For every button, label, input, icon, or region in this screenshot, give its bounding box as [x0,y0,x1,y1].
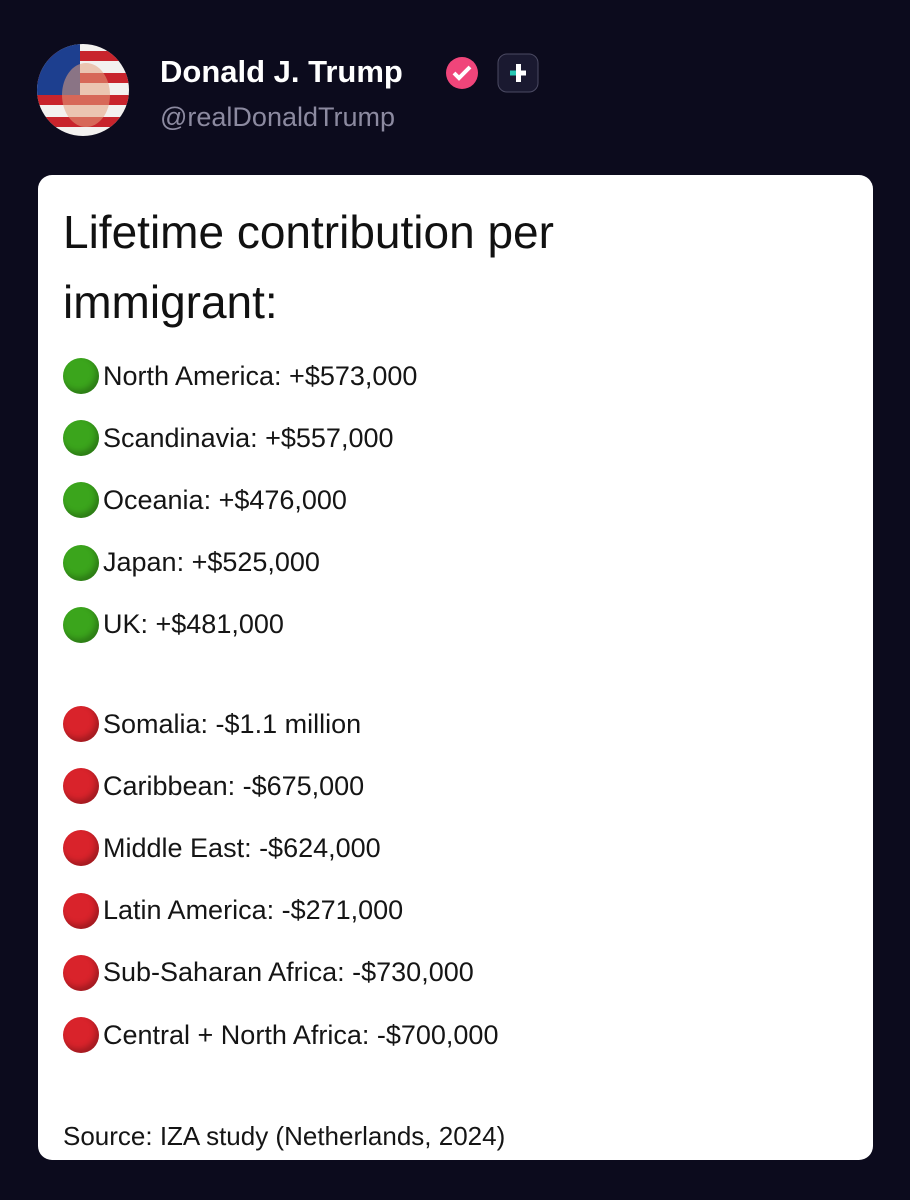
status-dot [63,606,99,643]
item-text: Middle East: -$624,000 [103,832,381,863]
source-note: Source: IZA study (Netherlands, 2024) [63,1121,506,1151]
item-text: Sub-Saharan Africa: -$730,000 [103,957,474,988]
item-text: UK: +$481,000 [103,609,284,640]
status-dot [63,954,99,991]
status-dot [63,358,99,394]
item-text: Caribbean: -$675,000 [103,770,365,801]
list-item: Somalia: -$1.1 million [63,704,361,744]
avatar[interactable] [36,43,130,137]
item-text: Japan: +$525,000 [103,547,320,578]
list-item: Middle East: -$624,000 [63,828,381,868]
item-text: Central + North Africa: -$700,000 [103,1019,499,1050]
post-image: Lifetime contribution per immigrant: Sou… [38,175,873,1160]
user-handle[interactable]: @realDonaldTrump [160,102,395,132]
status-dot [63,544,99,581]
list-item: Scandinavia: +$557,000 [63,418,394,458]
item-text: North America: +$573,000 [103,360,418,391]
list-item: Central + North Africa: -$700,000 [63,1015,498,1055]
list-item: Japan: +$525,000 [63,543,320,583]
status-dot [63,482,99,519]
status-dot [63,830,99,867]
follow-button[interactable] [497,53,539,93]
list-item: Caribbean: -$675,000 [63,766,364,806]
post-title: Lifetime contribution per immigrant: [63,206,554,328]
list-item: UK: +$481,000 [63,605,284,645]
list-item: Latin America: -$271,000 [63,891,403,931]
list-item: Oceania: +$476,000 [63,480,347,520]
user-name[interactable]: Donald J. Trump [160,54,403,89]
status-dot [63,420,99,457]
status-dot [63,768,99,805]
list-item: North America: +$573,000 [63,356,417,396]
status-dot [63,706,99,742]
verified-badge [446,57,478,89]
item-text: Scandinavia: +$557,000 [103,422,394,453]
item-text: Latin America: -$271,000 [103,895,404,926]
status-dot [63,1017,99,1053]
item-text: Somalia: -$1.1 million [103,708,362,739]
status-dot [63,892,99,929]
list-item: Sub-Saharan Africa: -$730,000 [63,953,474,993]
item-text: Oceania: +$476,000 [103,484,347,515]
